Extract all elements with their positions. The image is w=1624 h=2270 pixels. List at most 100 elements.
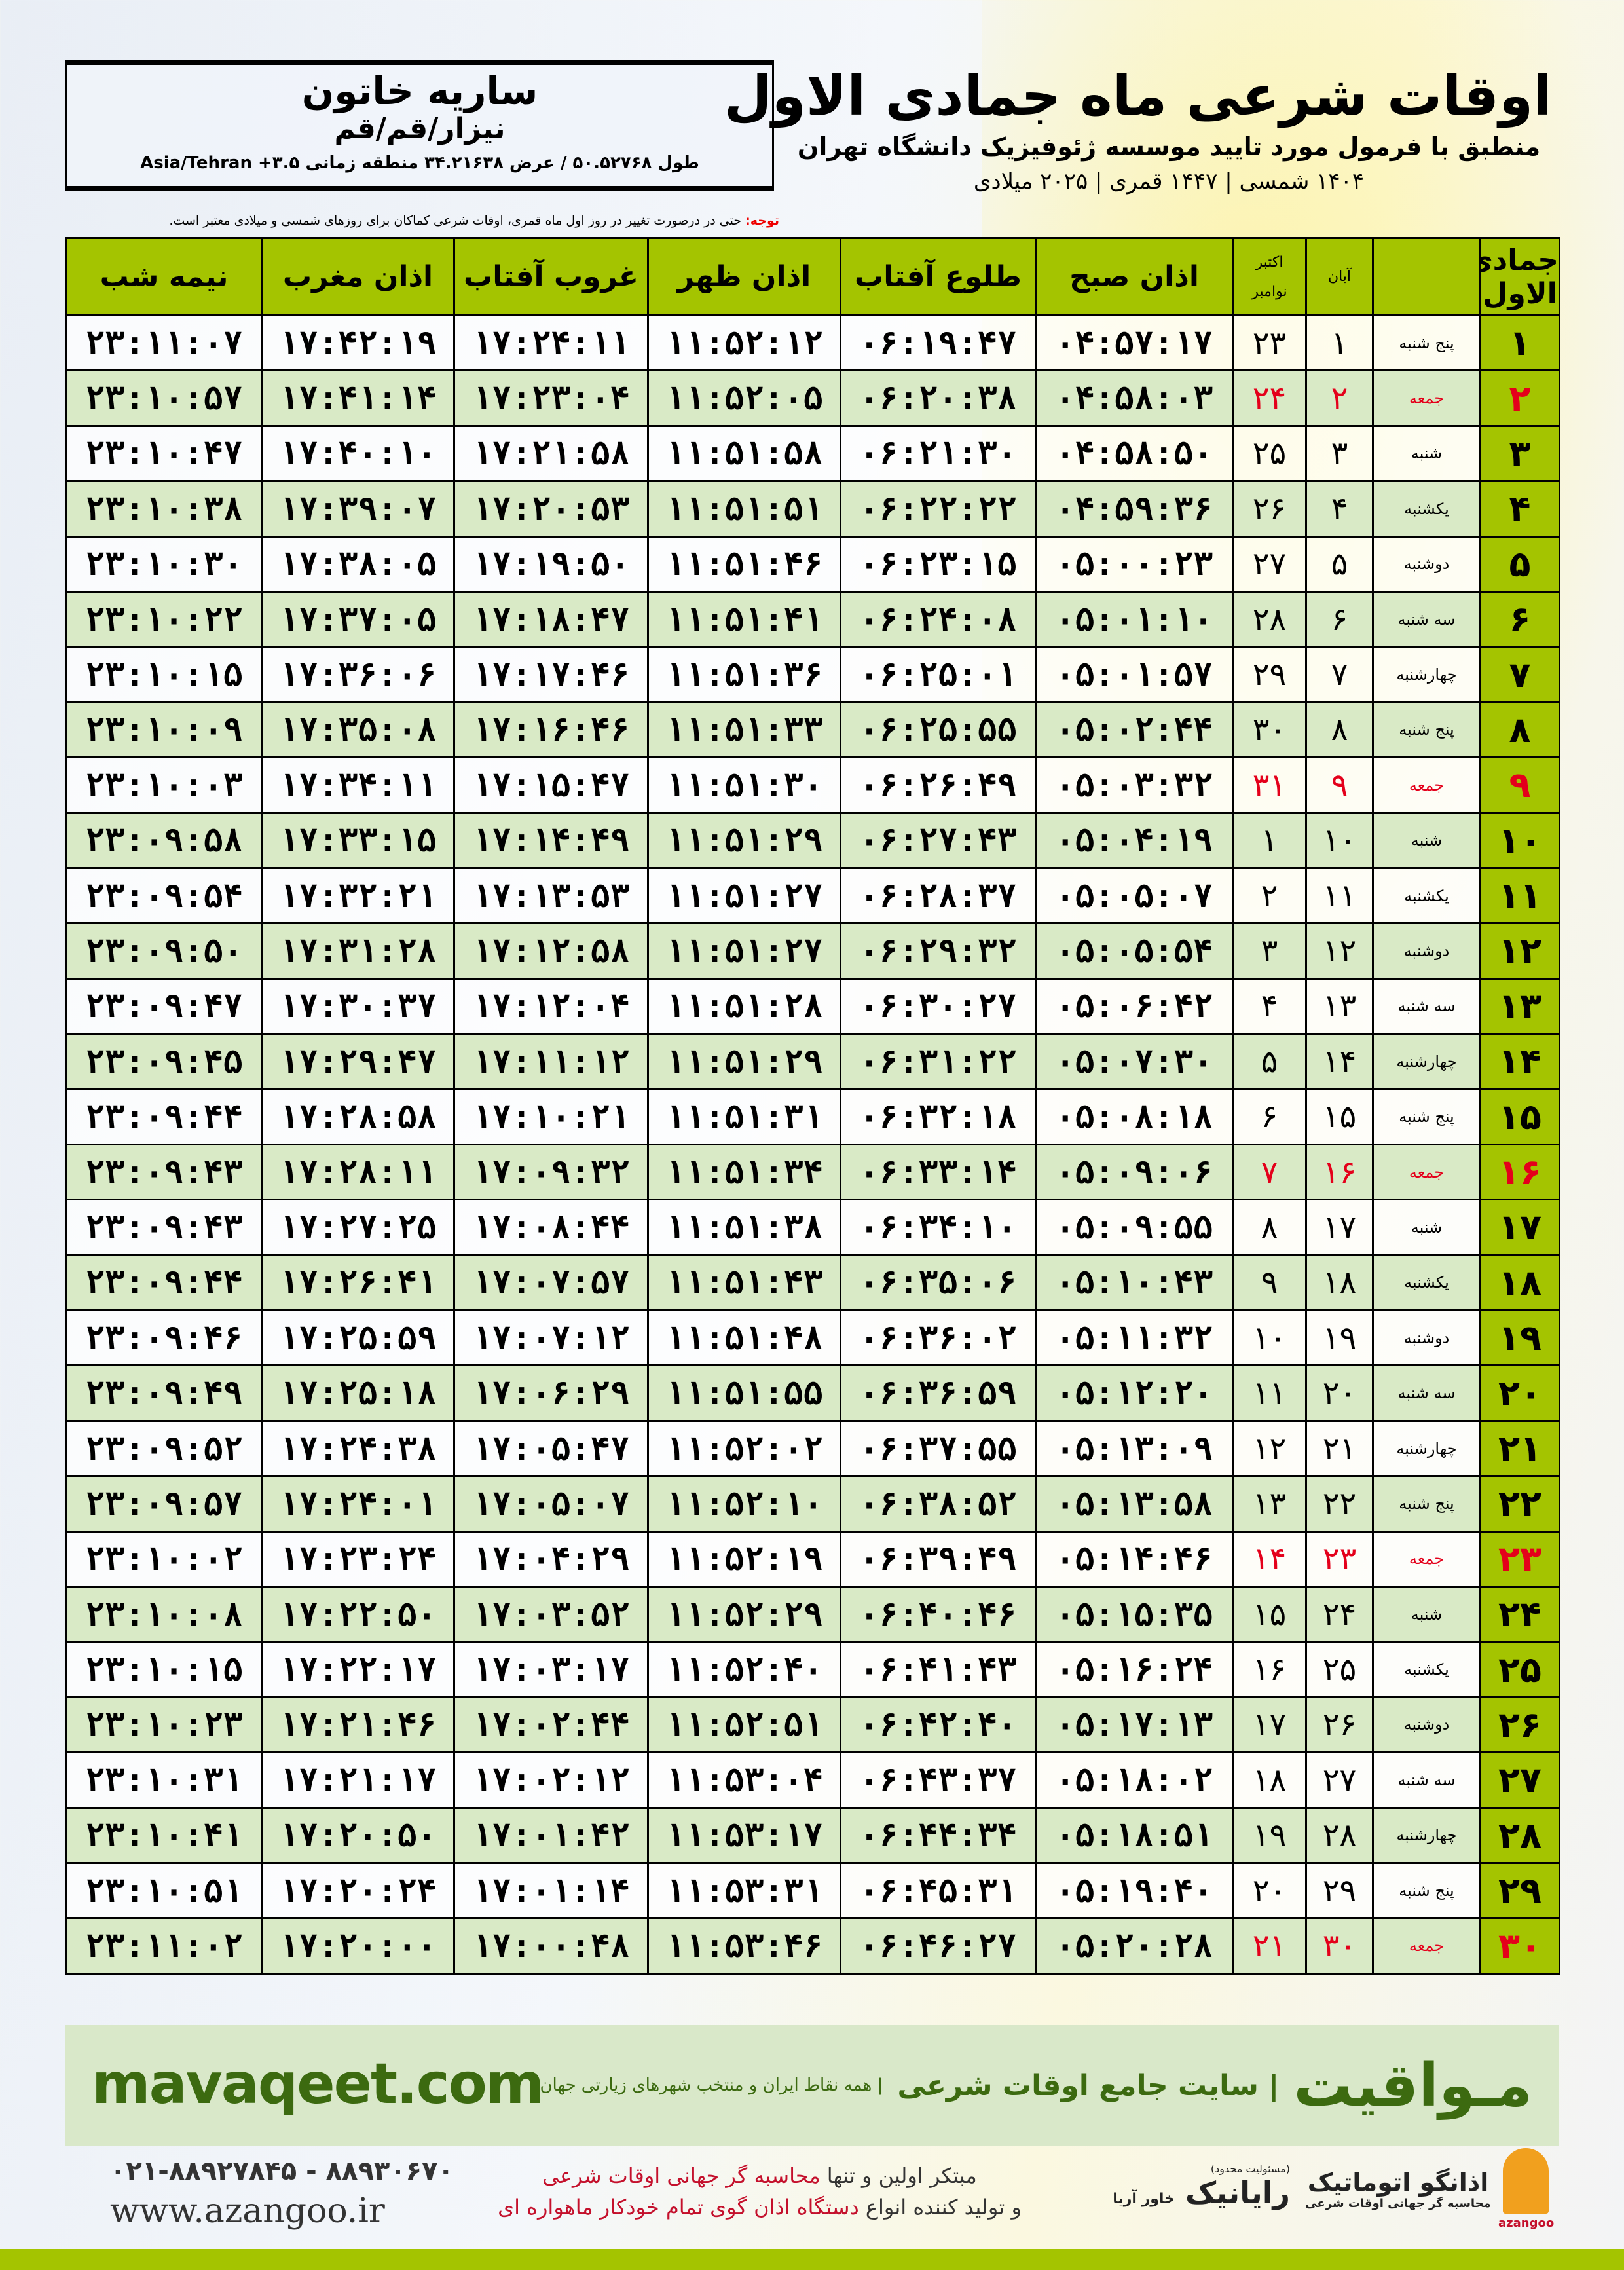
- cell-nime: ۲۳:۰۹:۵۴: [65, 866, 263, 925]
- cell-day: ۹: [1479, 756, 1560, 814]
- cell-ghurub: ۱۷:۰۵:۴۷: [453, 1419, 649, 1478]
- cell-maghrib: ۱۷:۲۰:۰۰: [261, 1917, 455, 1975]
- cell-day: ۱۸: [1479, 1254, 1560, 1312]
- cell-aban: ۲۳: [1305, 1530, 1374, 1588]
- cell-aban: ۱۳: [1305, 977, 1374, 1035]
- cell-sobh: ۰۵:۱۴:۴۶: [1035, 1530, 1234, 1588]
- cell-maghrib: ۱۷:۳۱:۲۸: [261, 922, 455, 980]
- cell-sobh: ۰۴:۵۷:۱۷: [1035, 314, 1234, 372]
- table-row: ۱۸ یکشنبه ۱۸ ۹ ۰۵:۱۰:۴۳ ۰۶:۳۵:۰۶ ۱۱:۵۱:۴۳ ۱۷:۰۷…: [65, 1254, 1560, 1312]
- cell-nime: ۲۳:۱۰:۰۸: [65, 1585, 263, 1643]
- table-row: ۱۴ چهارشنبه ۱۴ ۵ ۰۵:۰۷:۳۰ ۰۶:۳۱:۲۲ ۱۱:۵۱:۲۹ ۱۷:…: [65, 1033, 1560, 1090]
- cell-tolu: ۰۶:۱۹:۴۷: [840, 314, 1037, 372]
- cell-nime: ۲۳:۱۰:۳۸: [65, 480, 263, 538]
- cell-nime: ۲۳:۱۰:۰۹: [65, 701, 263, 759]
- table-row: ۲۵ یکشنبه ۲۵ ۱۶ ۰۵:۱۶:۲۴ ۰۶:۴۱:۴۳ ۱۱:۵۲:۴۰ ۱۷:۰…: [65, 1641, 1560, 1698]
- cell-ghurub: ۱۷:۱۵:۴۷: [453, 756, 649, 814]
- cell-ghurub: ۱۷:۰۳:۵۲: [453, 1585, 649, 1643]
- table-row: ۳۰ جمعه ۳۰ ۲۱ ۰۵:۲۰:۲۸ ۰۶:۴۶:۲۷ ۱۱:۵۳:۴۶ ۱۷:۰۰:…: [65, 1917, 1560, 1975]
- mavaqeet-logo: مـواقیت: [1293, 2051, 1532, 2120]
- cell-day: ۲: [1479, 369, 1560, 427]
- cell-zohr: ۱۱:۵۲:۴۰: [647, 1641, 841, 1698]
- cell-aban: ۱۸: [1305, 1254, 1374, 1312]
- header-november: نوامبر: [1251, 283, 1287, 300]
- cell-ghurub: ۱۷:۱۲:۰۴: [453, 977, 649, 1035]
- cell-day: ۱: [1479, 314, 1560, 372]
- cell-gregorian: ۲: [1232, 866, 1307, 925]
- cell-day: ۱۰: [1479, 811, 1560, 869]
- header-nime: نیمه شب: [65, 237, 263, 316]
- cell-day: ۱۷: [1479, 1199, 1560, 1256]
- cell-gregorian: ۱۰: [1232, 1309, 1307, 1367]
- cell-tolu: ۰۶:۲۰:۳۸: [840, 369, 1037, 427]
- footer: ۰۲۱-۸۸۹۲۷۸۴۵ - ۸۸۹۳۰۶۷۰ www.azangoo.ir م…: [65, 2148, 1559, 2240]
- cell-zohr: ۱۱:۵۱:۳۱: [647, 1088, 841, 1145]
- cell-sobh: ۰۵:۰۱:۵۷: [1035, 646, 1234, 703]
- cell-gregorian: ۱۱: [1232, 1364, 1307, 1422]
- cell-maghrib: ۱۷:۳۵:۰۸: [261, 701, 455, 759]
- cell-tolu: ۰۶:۴۴:۳۴: [840, 1806, 1037, 1864]
- banner-brand-row: مـواقیت | سایت جامع اوقات شرعی | همه نقا…: [540, 2025, 1532, 2146]
- cell-tolu: ۰۶:۳۷:۵۵: [840, 1419, 1037, 1478]
- cell-tolu: ۰۶:۲۷:۴۳: [840, 811, 1037, 869]
- cell-gregorian: ۲۷: [1232, 535, 1307, 593]
- header-ghurub: غروب آفتاب: [453, 237, 649, 316]
- cell-sobh: ۰۴:۵۹:۳۶: [1035, 480, 1234, 538]
- cell-weekday: پنج شنبه: [1372, 1861, 1481, 1920]
- table-row: ۱۷ شنبه ۱۷ ۸ ۰۵:۰۹:۵۵ ۰۶:۳۴:۱۰ ۱۱:۵۱:۳۸ ۱۷:۰۸:۴…: [65, 1199, 1560, 1256]
- cell-weekday: سه شنبه: [1372, 1751, 1481, 1809]
- table-row: ۶ سه شنبه ۶ ۲۸ ۰۵:۰۱:۱۰ ۰۶:۲۴:۰۸ ۱۱:۵۱:۴۱ ۱۷:۱۸…: [65, 590, 1560, 648]
- cell-weekday: شنبه: [1372, 424, 1481, 483]
- cell-maghrib: ۱۷:۲۴:۰۱: [261, 1475, 455, 1533]
- table-row: ۴ یکشنبه ۴ ۲۶ ۰۴:۵۹:۳۶ ۰۶:۲۲:۲۲ ۱۱:۵۱:۵۱ ۱۷:۲۰:…: [65, 480, 1560, 538]
- cell-day: ۱۳: [1479, 977, 1560, 1035]
- cell-day: ۲۶: [1479, 1696, 1560, 1754]
- cell-maghrib: ۱۷:۲۵:۵۹: [261, 1309, 455, 1367]
- table-row: ۱۶ جمعه ۱۶ ۷ ۰۵:۰۹:۰۶ ۰۶:۳۳:۱۴ ۱۱:۵۱:۳۴ ۱۷:۰۹:۳…: [65, 1143, 1560, 1201]
- cell-aban: ۵: [1305, 535, 1374, 593]
- cell-gregorian: ۲۸: [1232, 590, 1307, 648]
- cell-sobh: ۰۵:۱۷:۱۳: [1035, 1696, 1234, 1754]
- cell-zohr: ۱۱:۵۳:۰۴: [647, 1751, 841, 1809]
- cell-tolu: ۰۶:۲۹:۳۲: [840, 922, 1037, 980]
- cell-day: ۱۲: [1479, 922, 1560, 980]
- cell-day: ۱۴: [1479, 1033, 1560, 1090]
- cell-sobh: ۰۵:۱۵:۳۵: [1035, 1585, 1234, 1643]
- header-gregorian: اکتبر نوامبر: [1232, 237, 1307, 316]
- cell-day: ۲۹: [1479, 1861, 1560, 1920]
- cell-aban: ۲۰: [1305, 1364, 1374, 1422]
- cell-aban: ۱۵: [1305, 1088, 1374, 1145]
- cell-tolu: ۰۶:۳۰:۲۷: [840, 977, 1037, 1035]
- cell-tolu: ۰۶:۲۸:۳۷: [840, 866, 1037, 925]
- cell-gregorian: ۳۰: [1232, 701, 1307, 759]
- cell-weekday: جمعه: [1372, 369, 1481, 427]
- phone-number: ۰۲۱-۸۸۹۲۷۸۴۵ - ۸۸۹۳۰۶۷۰: [110, 2156, 454, 2186]
- cell-maghrib: ۱۷:۲۹:۴۷: [261, 1033, 455, 1090]
- cell-day: ۲۸: [1479, 1806, 1560, 1864]
- cell-tolu: ۰۶:۳۸:۵۲: [840, 1475, 1037, 1533]
- cell-weekday: چهارشنبه: [1372, 646, 1481, 703]
- cell-gregorian: ۶: [1232, 1088, 1307, 1145]
- cell-nime: ۲۳:۰۹:۴۶: [65, 1309, 263, 1367]
- cell-maghrib: ۱۷:۲۰:۲۴: [261, 1861, 455, 1920]
- mavaqeet-url[interactable]: mavaqeet.com: [92, 2051, 544, 2117]
- header-october: اکتبر: [1255, 253, 1283, 270]
- cell-ghurub: ۱۷:۰۵:۰۷: [453, 1475, 649, 1533]
- header-maghrib: اذان مغرب: [261, 237, 455, 316]
- cell-tolu: ۰۶:۳۹:۴۹: [840, 1530, 1037, 1588]
- azangoo-url[interactable]: www.azangoo.ir: [110, 2191, 385, 2231]
- cell-ghurub: ۱۷:۰۷:۱۲: [453, 1309, 649, 1367]
- cell-tolu: ۰۶:۳۲:۱۸: [840, 1088, 1037, 1145]
- cell-ghurub: ۱۷:۰۱:۱۴: [453, 1861, 649, 1920]
- cell-zohr: ۱۱:۵۱:۴۳: [647, 1254, 841, 1312]
- cell-nime: ۲۳:۱۰:۳۱: [65, 1751, 263, 1809]
- cell-ghurub: ۱۷:۱۷:۴۶: [453, 646, 649, 703]
- rayanik-sub: خاور آریا: [1113, 2191, 1175, 2207]
- cell-maghrib: ۱۷:۳۸:۰۵: [261, 535, 455, 593]
- azangoo-name: اذانگو اتوماتیک: [1307, 2168, 1489, 2197]
- cell-maghrib: ۱۷:۲۸:۱۱: [261, 1143, 455, 1201]
- cell-sobh: ۰۵:۱۶:۲۴: [1035, 1641, 1234, 1698]
- dome-icon: [1503, 2148, 1549, 2214]
- cell-aban: ۱۴: [1305, 1033, 1374, 1090]
- cell-sobh: ۰۵:۰۶:۴۲: [1035, 977, 1234, 1035]
